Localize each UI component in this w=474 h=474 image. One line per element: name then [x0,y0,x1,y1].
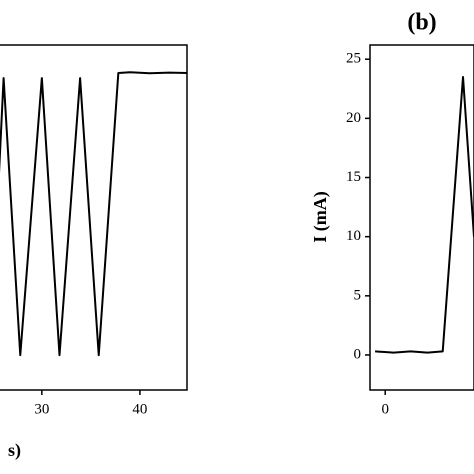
y-axis-label: I (mA) [310,191,331,243]
y-tick-label: 5 [354,287,362,303]
x-tick-label: 40 [132,401,147,417]
panel-title: (b) [407,10,436,36]
x-tick-label: 30 [34,401,49,417]
plot-frame [369,44,474,391]
x-axis-label: s) [8,440,21,461]
data-line [0,71,188,357]
y-tick-label: 15 [346,169,361,185]
y-tick-label: 0 [354,346,362,362]
data-line [375,75,474,354]
y-tick-label: 10 [346,228,361,244]
y-tick-label: 25 [346,51,361,67]
y-tick-label: 20 [346,110,361,126]
plot-frame [0,44,188,391]
x-tick-label: 0 [381,401,389,417]
